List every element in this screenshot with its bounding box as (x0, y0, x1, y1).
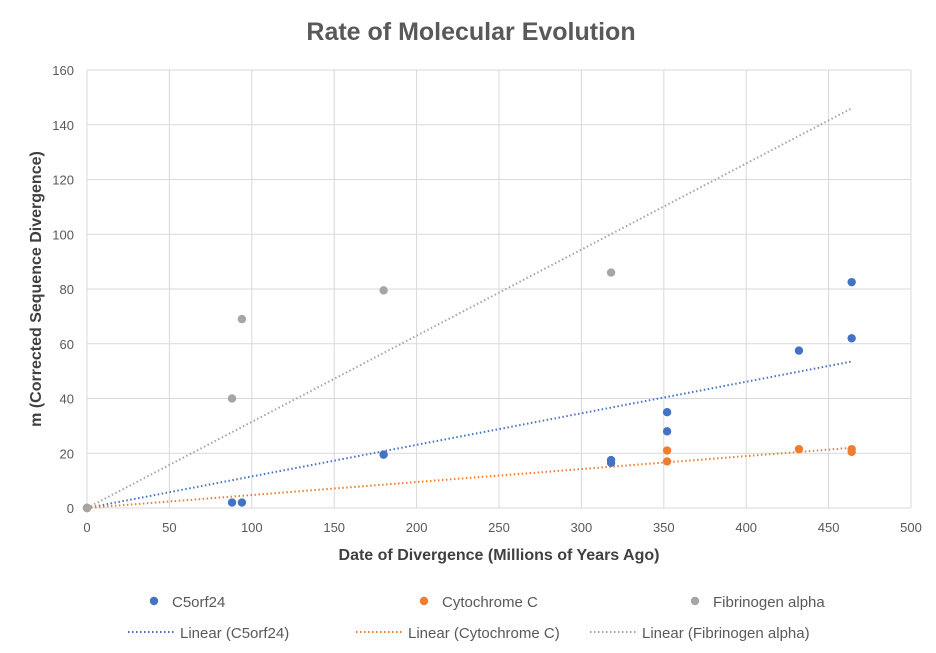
legend-marker-cytochrome-c (419, 596, 429, 606)
data-point-c5orf24 (662, 407, 672, 417)
data-points (82, 268, 856, 513)
x-tick-label: 500 (900, 520, 922, 535)
data-point-c5orf24 (606, 455, 616, 465)
x-tick-label: 350 (653, 520, 675, 535)
y-axis-title: m (Corrected Sequence Divergence) (28, 151, 45, 427)
legend-label-cytochrome-c: Cytochrome C (442, 594, 538, 611)
data-point-c5orf24 (227, 498, 237, 507)
x-axis-title: Date of Divergence (Millions of Years Ag… (339, 547, 660, 564)
x-tick-label: 0 (83, 520, 90, 535)
legend-trend-label-linear-c5orf24: Linear (C5orf24) (180, 625, 289, 642)
y-tick-label: 40 (60, 392, 74, 407)
x-tick-label: 250 (488, 520, 510, 535)
y-tick-label: 120 (52, 173, 74, 188)
legend: C5orf24 Cytochrome C Fibrinogen alpha Linea… (128, 594, 825, 642)
legend-trend-label-linear-cytochrome-c: Linear (Cytochrome C) (408, 625, 560, 642)
y-tick-label: 0 (67, 501, 74, 516)
x-tick-label: 200 (406, 520, 428, 535)
data-point-c5orf24 (662, 427, 672, 436)
x-tick-label: 400 (735, 520, 757, 535)
x-tick-label: 300 (571, 520, 593, 535)
legend-marker-c5orf24 (149, 596, 159, 606)
y-tick-label: 100 (52, 227, 74, 242)
data-point-fibrinogen-alpha (82, 503, 92, 513)
data-point-cytochrome-c (662, 446, 672, 455)
y-tick-label: 160 (52, 63, 74, 78)
grid-lines (86, 69, 912, 509)
x-tick-label: 50 (162, 520, 176, 535)
data-point-c5orf24 (847, 277, 856, 287)
trendline-linear-c5orf24 (86, 360, 852, 509)
tick-labels: 0 20 40 60 80 100 120 140 160 0 50 100 150 200 250 300 3… (52, 63, 922, 535)
data-point-c5orf24 (237, 498, 247, 507)
data-point-fibrinogen-alpha (237, 314, 247, 324)
x-tick-label: 100 (241, 520, 263, 535)
data-point-cytochrome-c (662, 457, 672, 466)
data-point-fibrinogen-alpha (379, 286, 388, 295)
y-tick-label: 60 (60, 337, 74, 352)
data-point-fibrinogen-alpha (227, 394, 237, 403)
y-tick-label: 140 (52, 118, 74, 133)
legend-trend-label-linear-fibrinogen-alpha: Linear (Fibrinogen alpha) (642, 625, 810, 642)
y-tick-label: 80 (60, 282, 74, 297)
trendlines (86, 107, 853, 509)
x-tick-label: 150 (323, 520, 345, 535)
data-point-c5orf24 (379, 450, 388, 459)
trendline-linear-cytochrome-c (86, 446, 852, 509)
chart-title: Rate of Molecular Evolution (306, 18, 635, 46)
legend-label-fibrinogen-alpha: Fibrinogen alpha (713, 594, 825, 611)
legend-marker-fibrinogen-alpha (690, 596, 700, 606)
data-point-c5orf24 (847, 334, 856, 343)
trendline-linear-fibrinogen-alpha (86, 107, 853, 509)
data-point-cytochrome-c (794, 444, 804, 454)
y-tick-label: 20 (60, 446, 74, 461)
legend-label-c5orf24: C5orf24 (172, 594, 225, 611)
data-point-c5orf24 (794, 346, 804, 355)
data-point-cytochrome-c (847, 444, 856, 454)
x-tick-label: 450 (818, 520, 840, 535)
data-point-fibrinogen-alpha (606, 268, 616, 277)
